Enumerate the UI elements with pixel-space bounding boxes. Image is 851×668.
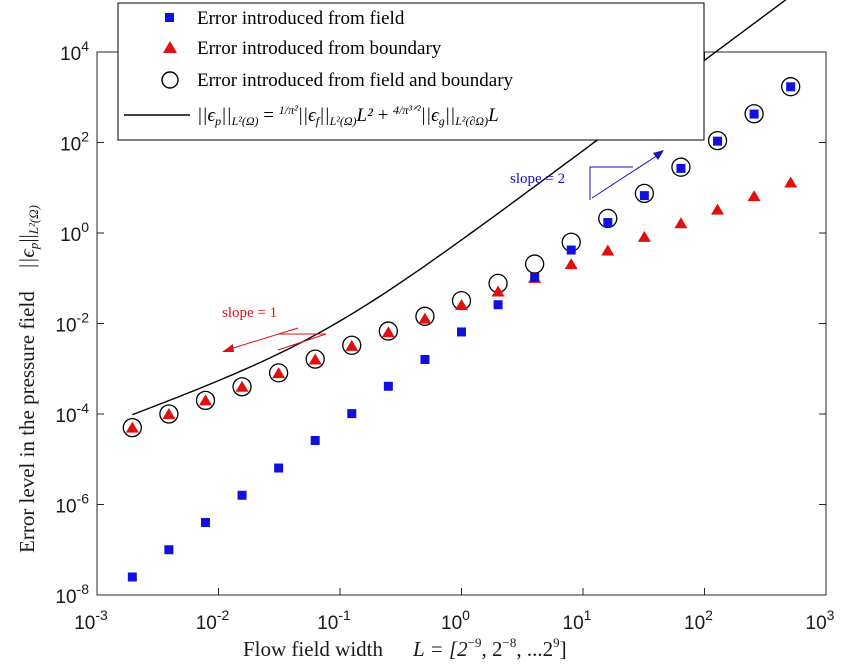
triangle-point-15 [674, 217, 688, 229]
triangle-point-5 [308, 353, 322, 365]
triangle-point-10 [491, 285, 505, 297]
y-tick-label-1: 10-6 [55, 491, 89, 518]
square-point-3 [237, 490, 247, 500]
circle-point-17 [744, 104, 764, 124]
slope-2-label: slope = 2 [510, 171, 565, 187]
circle-point-0 [122, 417, 142, 438]
data-markers [122, 77, 801, 582]
plot-frame-group [96, 51, 827, 596]
y-axis-ticks: 10-8 10-6 10-4 10-2 100 102 104 [55, 38, 826, 608]
square-point-5 [310, 435, 320, 445]
x-tick-label-2: 10-1 [317, 607, 351, 634]
legend-label-formula: ||ϵp||L²(Ω) = 1/π²||ϵf||L²(Ω)L² + 4/π³ᐟ²… [197, 103, 499, 128]
x-tick-label-6: 103 [806, 607, 835, 634]
y-tick-label-5: 102 [60, 129, 89, 156]
legend: Error introduced from field Error introd… [117, 2, 705, 141]
square-point-18 [786, 82, 796, 92]
legend-label-boundary: Error introduced from boundary [197, 38, 442, 59]
square-point-8 [420, 355, 430, 365]
plot-frame [96, 51, 827, 596]
y-tick-label-3: 10-2 [55, 310, 89, 337]
triangle-point-2 [198, 394, 212, 406]
square-point-11 [530, 272, 540, 282]
slope-1-annotation: slope = 1 [222, 305, 327, 352]
slope-2-arrow-line [591, 154, 659, 199]
x-tick-label-3: 100 [441, 607, 470, 634]
triangle-point-14 [637, 230, 651, 242]
square-point-6 [347, 409, 357, 419]
triangle-point-3 [235, 380, 249, 392]
legend-marker-circle [161, 71, 179, 89]
circle-point-14 [634, 183, 655, 204]
slope-2-arrow-head [653, 150, 664, 160]
y-tick-label-6: 104 [60, 38, 89, 65]
slope-1-label: slope = 1 [222, 305, 277, 321]
slope-2-triangle [589, 166, 633, 200]
slope-1-triangle [277, 333, 327, 351]
slope-2-annotation: slope = 2 [510, 150, 664, 200]
square-point-13 [603, 218, 613, 228]
triangle-point-17 [747, 190, 761, 202]
triangle-point-6 [345, 339, 359, 351]
triangle-point-7 [381, 326, 395, 338]
triangle-point-13 [601, 244, 615, 256]
y-tick-label-2: 10-4 [55, 400, 89, 427]
triangle-point-8 [418, 312, 432, 324]
square-point-16 [713, 136, 723, 146]
x-tick-label-1: 10-2 [196, 607, 230, 634]
circle-point-13 [598, 208, 618, 229]
triangle-point-1 [162, 408, 176, 419]
square-point-15 [676, 163, 686, 173]
circle-point-4 [268, 363, 289, 383]
x-axis-ticks: 10-3 10-2 10-1 100 101 102 103 [74, 52, 835, 634]
triangle-point-4 [272, 367, 286, 379]
y-tick-label-4: 100 [60, 219, 89, 246]
triangle-point-18 [784, 176, 798, 188]
x-tick-label-0: 10-3 [74, 607, 108, 634]
triangle-point-16 [711, 203, 725, 215]
square-point-4 [274, 463, 284, 473]
square-point-10 [493, 300, 503, 310]
triangle-point-0 [125, 421, 139, 433]
legend-label-combined: Error introduced from field and boundary [197, 70, 514, 91]
legend-marker-square [165, 13, 174, 22]
legend-box [117, 2, 705, 141]
circle-point-3 [232, 377, 252, 397]
x-axis-label: Flow field width L = [2−9, 2−8, ...29] [243, 635, 567, 661]
slope-1-arrow-line [229, 327, 299, 350]
circle-point-5 [305, 349, 325, 369]
square-point-2 [200, 518, 210, 528]
x-tick-label-4: 101 [563, 607, 592, 634]
legend-marker-triangle [163, 41, 177, 53]
square-point-12 [566, 245, 576, 255]
square-point-17 [749, 109, 759, 119]
circle-point-7 [378, 321, 398, 341]
circle-point-1 [159, 404, 179, 424]
legend-label-field: Error introduced from field [197, 8, 405, 29]
square-point-9 [457, 327, 466, 337]
square-point-14 [639, 191, 649, 201]
circle-point-15 [671, 157, 691, 177]
x-tick-label-5: 102 [684, 607, 713, 634]
circle-point-2 [195, 390, 216, 411]
slope-1-arrow-head [222, 344, 234, 352]
square-point-0 [127, 572, 137, 582]
y-tick-label-0: 10-8 [55, 581, 89, 608]
triangle-point-12 [564, 258, 578, 270]
y-axis-label: Error level in the pressure field||ϵp||L… [15, 205, 41, 553]
square-point-1 [164, 545, 174, 555]
circle-point-8 [415, 306, 435, 326]
square-point-7 [383, 381, 393, 391]
triangle-point-9 [455, 299, 468, 311]
circle-point-16 [707, 130, 728, 151]
circle-point-18 [781, 77, 801, 97]
circle-point-6 [342, 335, 362, 355]
